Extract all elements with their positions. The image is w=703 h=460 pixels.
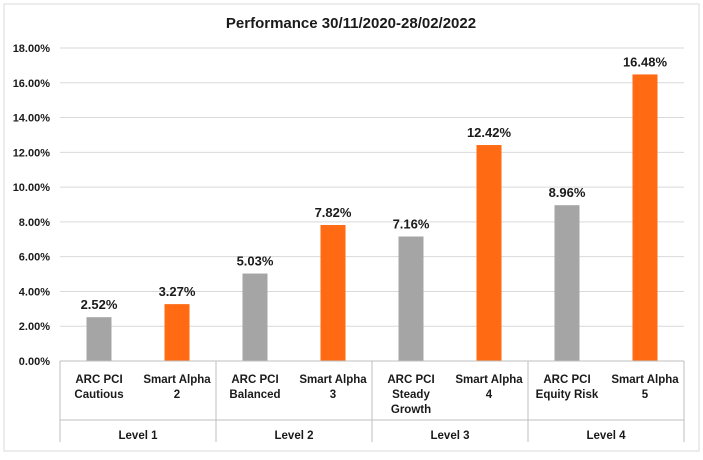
- x-group-label: Level 1: [119, 430, 159, 442]
- bar-smart: [320, 225, 346, 361]
- data-label: 2.52%: [81, 297, 118, 312]
- data-label: 16.48%: [623, 54, 668, 69]
- y-axis-ticks: 0.00% 2.00% 4.00% 6.00% 8.00% 10.00% 12.00% 14.…: [13, 43, 51, 368]
- x-category-label: ARC PCI Cautious: [74, 374, 123, 401]
- chart-title: Performance 30/11/2020-28/02/2022: [226, 15, 476, 32]
- data-label: 7.82%: [315, 205, 352, 220]
- y-tick-label: 14.00%: [13, 113, 51, 125]
- x-group-label: Level 4: [587, 430, 627, 442]
- y-tick-label: 16.00%: [13, 78, 51, 90]
- bar-arc: [242, 273, 268, 361]
- data-label: 5.03%: [237, 254, 274, 269]
- x-category-label: Smart Alpha 3: [299, 374, 367, 401]
- gridlines: [60, 47, 684, 327]
- x-category-label: Smart Alpha 2: [143, 374, 211, 401]
- x-category-label: Smart Alpha 4: [455, 374, 523, 401]
- data-label: 7.16%: [393, 216, 430, 231]
- bar-arc: [398, 236, 424, 361]
- x-category-label: ARC PCI Balanced: [229, 374, 280, 401]
- y-tick-label: 4.00%: [19, 286, 50, 298]
- x-category-label: Smart Alpha 5: [611, 374, 679, 401]
- bar-arc: [86, 317, 112, 361]
- x-group-label: Level 2: [275, 430, 314, 442]
- x-category-label: ARC PCI Steady Growth: [387, 374, 434, 416]
- bar-smart: [632, 74, 658, 361]
- bars: [86, 74, 658, 361]
- data-labels: 2.52% 3.27% 5.03% 7.82% 7.16% 12.42% 8.96% 16.4…: [81, 54, 668, 312]
- y-tick-label: 10.00%: [13, 182, 51, 194]
- y-tick-label: 12.00%: [13, 147, 51, 159]
- y-tick-label: 8.00%: [19, 217, 50, 229]
- y-tick-label: 18.00%: [13, 43, 51, 55]
- data-label: 3.27%: [159, 284, 196, 299]
- x-axis: ARC PCI Cautious Smart Alpha 2 ARC PCI Balanc…: [59, 360, 685, 442]
- bar-smart: [476, 145, 502, 361]
- y-tick-label: 6.00%: [19, 252, 50, 264]
- bar-arc: [554, 205, 580, 361]
- y-tick-label: 2.00%: [19, 321, 50, 333]
- chart-border: [3, 3, 700, 452]
- y-tick-label: 0.00%: [19, 356, 50, 368]
- data-label: 12.42%: [467, 125, 512, 140]
- data-label: 8.96%: [549, 185, 586, 200]
- x-category-label: ARC PCI Equity Risk: [536, 374, 599, 401]
- bar-smart: [164, 304, 190, 361]
- x-group-label: Level 3: [431, 430, 470, 442]
